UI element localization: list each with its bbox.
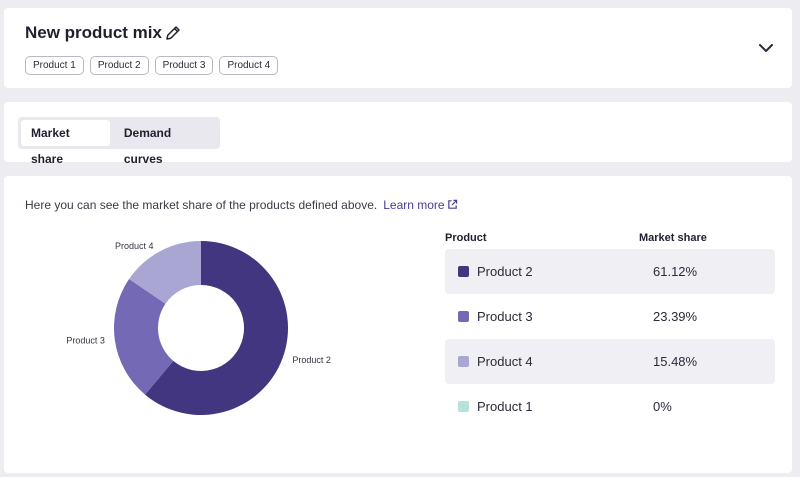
external-link-icon — [447, 199, 457, 209]
intro-description: Here you can see the market share of the… — [25, 198, 378, 212]
tab-demand-curves[interactable]: Demand curves — [123, 126, 172, 166]
color-swatch — [458, 356, 469, 367]
color-swatch — [458, 401, 469, 412]
product-chip[interactable]: Product 4 — [219, 56, 279, 75]
color-swatch — [458, 266, 469, 277]
learn-more-label: Learn more — [383, 198, 445, 212]
product-name: Product 2 — [477, 264, 533, 279]
product-chip[interactable]: Product 1 — [25, 56, 84, 75]
market-share-table: Product Market share Product 2 61.12% Pr… — [445, 232, 775, 429]
chevron-down-icon[interactable] — [758, 40, 774, 56]
market-share-value: 15.48% — [653, 354, 698, 369]
pencil-icon[interactable] — [164, 24, 182, 42]
donut-slice — [129, 241, 201, 304]
table-row: Product 1 0% — [445, 384, 775, 429]
product-chips: Product 1 Product 2 Product 3 Product 4 — [25, 56, 279, 75]
product-mix-card: New product mix Product 1 Product 2 Prod… — [4, 8, 792, 88]
product-name: Product 4 — [477, 354, 533, 369]
donut-slice — [145, 241, 288, 415]
product-chip[interactable]: Product 2 — [89, 56, 149, 75]
product-chip[interactable]: Product 3 — [154, 56, 214, 75]
column-header-product: Product — [445, 232, 487, 244]
market-share-card: Here you can see the market share of the… — [4, 176, 792, 473]
market-share-value: 0% — [653, 399, 672, 414]
learn-more-link[interactable]: Learn more — [383, 198, 457, 212]
column-header-market-share: Market share — [639, 232, 707, 244]
table-row: Product 2 61.12% — [445, 249, 775, 294]
market-share-donut-chart: Product 2 Product 3 Product 4 — [66, 241, 331, 415]
slice-label: Product 2 — [292, 355, 331, 365]
donut-slice — [113, 279, 174, 395]
intro-text: Here you can see the market share of the… — [25, 198, 458, 212]
view-tabs: Market share Demand curves — [18, 117, 220, 166]
table-row: Product 4 15.48% — [445, 339, 775, 384]
table-row: Product 3 23.39% — [445, 294, 775, 339]
slice-label: Product 3 — [66, 336, 105, 346]
color-swatch — [458, 311, 469, 322]
product-name: Product 3 — [477, 309, 533, 324]
slice-label: Product 4 — [115, 241, 154, 251]
product-name: Product 1 — [477, 399, 533, 414]
tab-market-share[interactable]: Market share — [21, 120, 110, 166]
table-header: Product Market share — [445, 232, 775, 248]
view-tabs-card: Market share Demand curves — [4, 102, 792, 166]
page-title: New product mix — [25, 23, 162, 42]
market-share-value: 23.39% — [653, 309, 698, 324]
market-share-value: 61.12% — [653, 264, 698, 279]
